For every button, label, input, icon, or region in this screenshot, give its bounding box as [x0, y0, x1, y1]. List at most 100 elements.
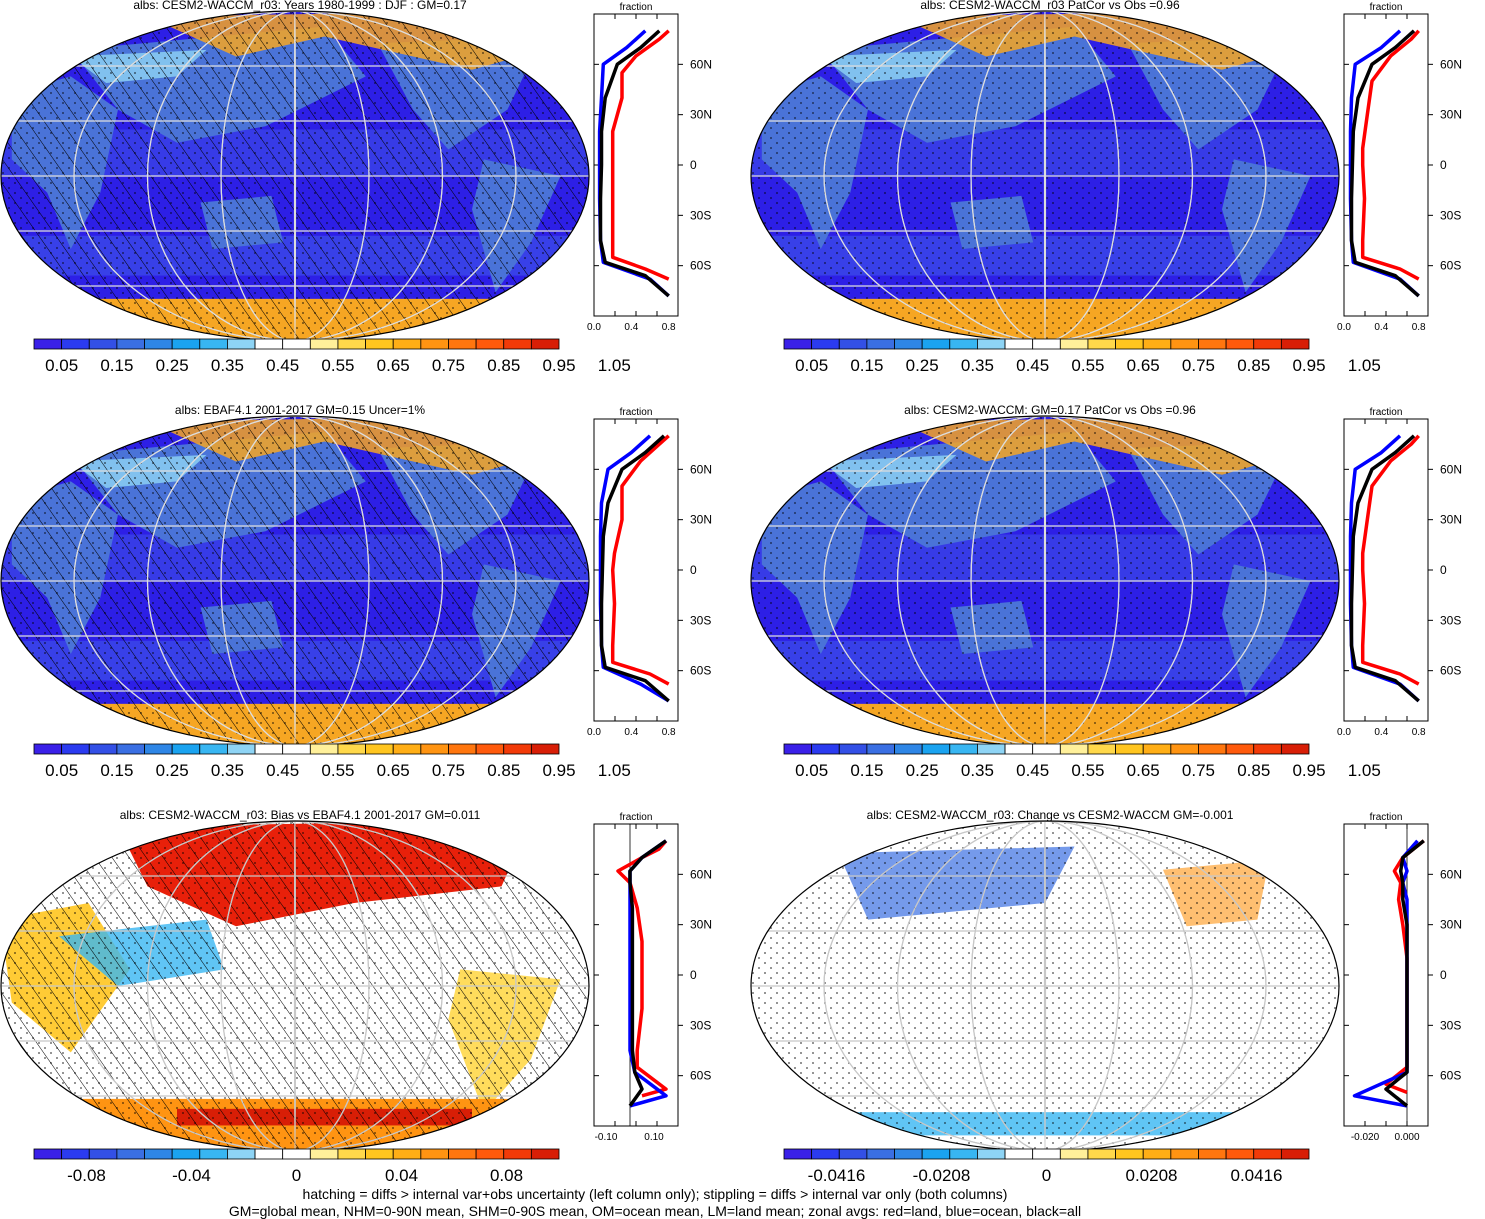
colorbar-swatch [1115, 743, 1144, 755]
colorbar-tick-label: 0.65 [1127, 761, 1160, 780]
colorbar-tick-label: 1.05 [598, 761, 631, 780]
graticule-meridian [896, 821, 1194, 1151]
colorbar-swatch [1059, 338, 1089, 350]
colorbar-swatch [811, 743, 840, 755]
graticule [751, 416, 1339, 746]
graticule [751, 11, 1339, 341]
colorbar-tick-label: 0.0208 [1126, 1166, 1178, 1185]
colorbar-tick-label: 0.0416 [1231, 1166, 1283, 1185]
zonal-lat-label: 60N [690, 867, 712, 881]
zonal-top-label: fraction [1370, 407, 1403, 418]
panel-title: albs: CESM2-WACCM: GM=0.17 PatCor vs Obs… [904, 403, 1196, 417]
colorbar-swatch [61, 338, 90, 350]
colorbar-swatch [337, 743, 366, 755]
zonal-frame [593, 823, 679, 1127]
map-field [1, 11, 589, 341]
colorbar: -0.0416 -0.0208 0 0.0208 0.0416 [783, 1148, 1310, 1185]
colorbar-tick-label: 0.05 [795, 356, 828, 375]
colorbar-swatch [1198, 1148, 1227, 1160]
colorbar-swatch [1142, 743, 1172, 755]
colorbar-swatch [1225, 1148, 1255, 1160]
colorbar-tick-label: 0.85 [487, 761, 520, 780]
colorbar-swatch [33, 1148, 63, 1160]
graticule [751, 821, 1339, 1151]
zonal-all-series [628, 839, 668, 1107]
colorbar-swatch [227, 743, 256, 755]
colorbar-swatch [420, 338, 449, 350]
panel-title: albs: CESM2-WACCM_r03: Change vs CESM2-W… [866, 808, 1234, 822]
zonal-x-label: 0.8 [1412, 322, 1426, 333]
zonal-lat-label: 60S [1440, 259, 1461, 273]
graticule-meridian [1043, 821, 1047, 1151]
colorbar-swatch [392, 743, 422, 755]
colorbar-tick-label: 0.65 [377, 356, 410, 375]
zonal-x-label: -0.10 [595, 1132, 618, 1143]
zonal-lat-label: 60N [690, 462, 712, 476]
colorbar: 0.05 0.15 0.25 0.35 0.45 0.55 0.65 0.75 0.85 0.95… [33, 338, 631, 375]
colorbar-swatch [88, 338, 118, 350]
zonal-lat-label: 60N [1440, 57, 1462, 71]
colorbar-swatch [1004, 338, 1034, 350]
zonal-x-label: 0.8 [662, 727, 676, 738]
colorbar-swatch [530, 1148, 560, 1160]
colorbar-swatch [949, 743, 978, 755]
graticule-meridian [970, 821, 1120, 1151]
map-field [751, 821, 1339, 1151]
colorbar-tick-label: 0.55 [321, 356, 354, 375]
zonal-mean-plot: fraction 0.0 0.4 0.8 60N 30N 0 30S 60S [587, 407, 712, 738]
graticule-meridian [220, 11, 370, 341]
colorbar-tick-label: 0.55 [321, 761, 354, 780]
graticule-meridian [896, 416, 1194, 746]
panel-title: albs: CESM2-WACCM_r03: Bias vs EBAF4.1 2… [119, 808, 481, 822]
colorbar-swatch [503, 743, 532, 755]
colorbar-swatch [811, 1148, 840, 1160]
colorbar-swatch [949, 1148, 978, 1160]
zonal-x-label: -0.020 [1351, 1132, 1380, 1143]
zonal-x-label: 0.4 [624, 322, 638, 333]
colorbar-swatch [921, 1148, 951, 1160]
colorbar-swatch [61, 1148, 90, 1160]
colorbar-swatch [1225, 743, 1255, 755]
zonal-x-label: 0.8 [662, 322, 676, 333]
zonal-top-label: fraction [620, 2, 653, 13]
colorbar-swatch [475, 1148, 505, 1160]
colorbar-tick-label: 0.85 [1237, 761, 1270, 780]
zonal-mean-plot: fraction 0.0 0.4 0.8 60N 30N 0 30S 60S [1337, 407, 1462, 738]
colorbar-tick-label: 0.95 [1292, 761, 1325, 780]
graticule-meridian [823, 416, 1267, 746]
colorbar-swatch [977, 338, 1006, 350]
colorbar-swatch [365, 1148, 394, 1160]
colorbar-swatch [337, 338, 366, 350]
colorbar-tick-label: 0.95 [542, 356, 575, 375]
colorbar-swatch [144, 1148, 173, 1160]
zonal-ocean-series [598, 434, 670, 703]
graticule-meridian [823, 11, 1267, 341]
colorbar: -0.08 -0.04 0 0.04 0.08 [33, 1148, 560, 1185]
colorbar-swatch [282, 338, 311, 350]
zonal-lat-label: 30S [1440, 208, 1461, 222]
colorbar-swatch [1253, 338, 1282, 350]
colorbar-swatch [254, 338, 284, 350]
zonal-lat-label: 60N [1440, 462, 1462, 476]
zonal-lat-label: 0 [1440, 158, 1447, 172]
colorbar-swatch [866, 1148, 895, 1160]
map-field [751, 416, 1339, 746]
colorbar-swatch [337, 1148, 366, 1160]
zonal-all-series [1384, 839, 1425, 1108]
zonal-top-label: fraction [1370, 2, 1403, 13]
colorbar-swatch [1198, 743, 1227, 755]
colorbar-tick-label: 0.95 [542, 761, 575, 780]
zonal-lat-label: 30N [1440, 918, 1462, 932]
zonal-lat-label: 30N [690, 918, 712, 932]
zonal-land-series [610, 29, 670, 281]
footer-line-2: GM=global mean, NHM=0-90N mean, SHM=0-90… [228, 1203, 1082, 1219]
zonal-lat-label: 30S [1440, 613, 1461, 627]
graticule-meridian [146, 821, 444, 1151]
colorbar-swatch [282, 1148, 311, 1160]
zonal-land-series [1360, 434, 1421, 686]
colorbar-swatch [1198, 338, 1227, 350]
colorbar-swatch [61, 743, 90, 755]
map-panel [750, 10, 1340, 342]
colorbar-tick-label: 0.15 [100, 356, 133, 375]
colorbar-swatch [894, 1148, 923, 1160]
